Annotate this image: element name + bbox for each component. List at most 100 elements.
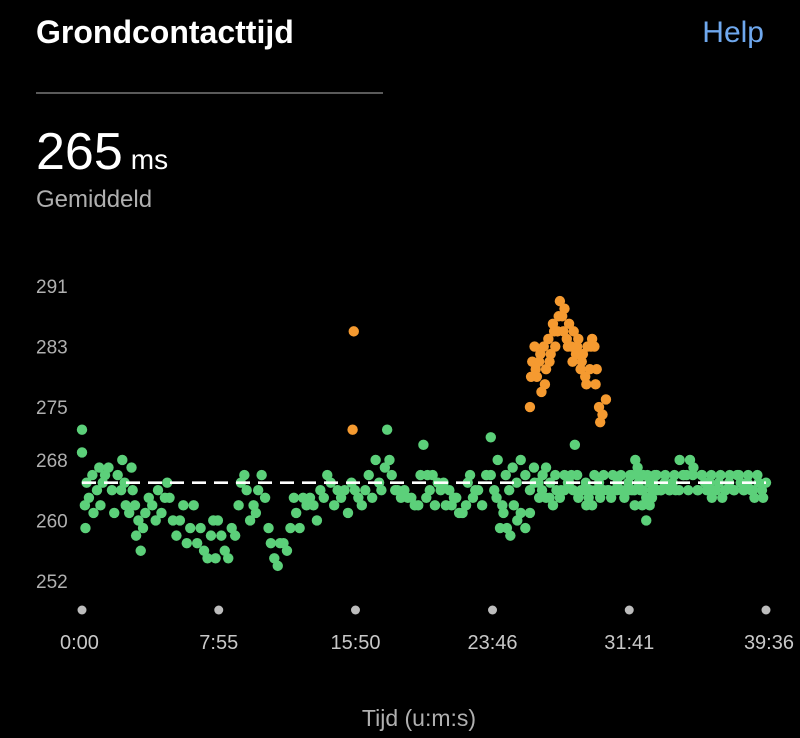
- data-point: [88, 507, 99, 519]
- data-point: [87, 469, 98, 481]
- data-point: [106, 485, 118, 496]
- data-point-high: [544, 356, 555, 367]
- x-tick-label: 39:36: [744, 632, 794, 654]
- data-point: [281, 545, 293, 556]
- data-point-high: [559, 303, 570, 314]
- data-point-high: [553, 311, 564, 322]
- data-point: [342, 507, 354, 519]
- data-point: [233, 500, 244, 511]
- help-link[interactable]: Help: [702, 16, 764, 49]
- data-point-high: [600, 394, 612, 405]
- data-point: [646, 492, 658, 503]
- data-point: [223, 553, 234, 564]
- data-point: [524, 507, 536, 519]
- data-point: [598, 469, 609, 481]
- data-point: [119, 477, 130, 488]
- data-point: [229, 530, 241, 541]
- data-point: [164, 492, 175, 503]
- y-tick-label: 268: [36, 451, 68, 472]
- data-point-high: [581, 379, 592, 390]
- data-point: [567, 485, 579, 496]
- average-metric: 265 ms: [36, 122, 168, 182]
- data-point: [191, 537, 203, 549]
- data-point: [460, 500, 472, 511]
- data-point: [706, 469, 717, 481]
- data-point: [381, 424, 393, 435]
- data-point: [366, 492, 378, 503]
- data-point: [133, 515, 144, 526]
- data-point: [611, 485, 623, 496]
- data-point: [195, 522, 206, 534]
- data-point: [710, 485, 722, 496]
- data-point: [550, 469, 561, 481]
- metric-caption: Gemiddeld: [36, 186, 153, 213]
- data-point: [504, 485, 515, 496]
- x-tick-dot: [761, 605, 771, 615]
- data-point: [427, 469, 438, 481]
- data-point: [76, 424, 88, 435]
- y-tick-label: 260: [36, 511, 68, 532]
- data-point-high: [585, 341, 597, 352]
- data-point: [571, 469, 583, 481]
- data-point: [174, 515, 186, 526]
- header-divider: [36, 92, 383, 94]
- data-point: [162, 477, 173, 488]
- data-point: [212, 515, 224, 526]
- data-point: [692, 485, 703, 496]
- data-point: [643, 477, 655, 488]
- data-point-high: [594, 416, 606, 428]
- data-point: [318, 492, 330, 503]
- data-point: [256, 469, 267, 481]
- data-point: [540, 462, 552, 473]
- data-point: [185, 522, 196, 534]
- data-point: [615, 469, 627, 481]
- data-point: [109, 507, 120, 519]
- data-point: [129, 500, 141, 511]
- data-point: [181, 537, 192, 549]
- data-point: [130, 530, 142, 541]
- data-point: [673, 485, 685, 496]
- data-point: [263, 522, 274, 534]
- data-point: [386, 469, 397, 481]
- data-point: [127, 485, 138, 496]
- page-title: Grondcontacttijd: [36, 14, 294, 50]
- data-point: [515, 507, 526, 519]
- data-point: [701, 485, 712, 496]
- data-point: [370, 454, 381, 466]
- data-point: [239, 469, 250, 481]
- data-point: [655, 485, 666, 496]
- data-point: [547, 500, 559, 511]
- data-point: [507, 462, 518, 473]
- data-point: [250, 507, 262, 519]
- data-point: [476, 500, 488, 511]
- x-axis-label: Tijd (u:m:s): [362, 705, 476, 731]
- data-point-high: [347, 424, 358, 435]
- data-point: [580, 477, 591, 488]
- data-point-high: [525, 371, 537, 382]
- data-point: [674, 454, 685, 466]
- data-point: [489, 485, 500, 496]
- data-point-high: [591, 364, 602, 375]
- data-point: [413, 500, 424, 511]
- data-point: [520, 522, 531, 534]
- data-point: [76, 447, 88, 458]
- data-point: [379, 462, 391, 473]
- y-tick-label: 283: [36, 338, 68, 359]
- data-point: [451, 492, 462, 503]
- data-point: [500, 469, 511, 481]
- data-point: [147, 500, 158, 511]
- data-point-high: [554, 295, 566, 307]
- data-point: [485, 432, 496, 443]
- data-point: [660, 469, 671, 481]
- data-point: [356, 500, 368, 511]
- data-point: [241, 485, 252, 496]
- data-point: [511, 477, 522, 488]
- data-point: [339, 485, 350, 496]
- data-point: [607, 469, 619, 481]
- y-tick-label: 275: [36, 398, 68, 419]
- data-point: [171, 530, 182, 541]
- data-point: [188, 500, 199, 511]
- data-point: [569, 439, 581, 451]
- data-point: [715, 469, 726, 481]
